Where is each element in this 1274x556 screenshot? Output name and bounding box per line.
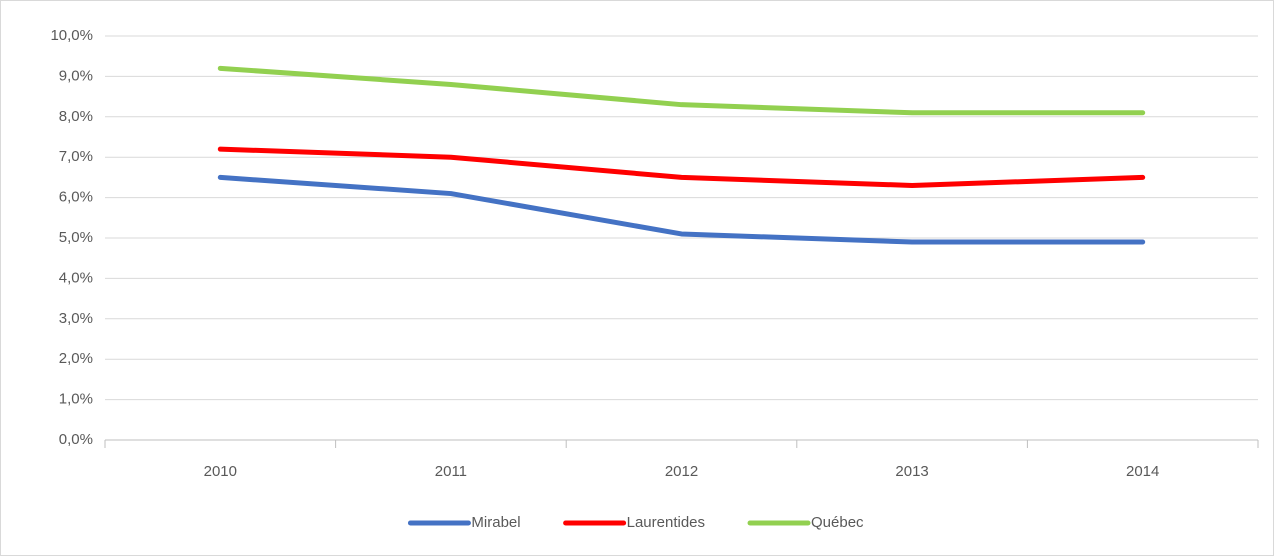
x-tick-label: 2011 bbox=[435, 463, 467, 480]
series-line bbox=[217, 65, 1146, 116]
series-line bbox=[217, 146, 1146, 188]
x-tick-label: 2012 bbox=[665, 463, 698, 480]
y-tick-label: 9,0% bbox=[59, 67, 93, 84]
y-tick-label: 2,0% bbox=[59, 350, 93, 367]
y-tick-label: 0,0% bbox=[59, 431, 93, 448]
y-tick-label: 10,0% bbox=[50, 27, 93, 44]
y-tick-label: 4,0% bbox=[59, 269, 93, 286]
y-tick-label: 1,0% bbox=[59, 391, 93, 408]
legend-label: Québec bbox=[811, 514, 864, 531]
x-tick-label: 2013 bbox=[895, 463, 928, 480]
y-tick-label: 8,0% bbox=[59, 108, 93, 125]
x-tick-label: 2010 bbox=[204, 463, 237, 480]
series-line bbox=[217, 174, 1146, 245]
y-tick-label: 7,0% bbox=[59, 148, 93, 165]
legend-label: Laurentides bbox=[627, 514, 705, 531]
y-tick-label: 6,0% bbox=[59, 189, 93, 206]
y-tick-label: 5,0% bbox=[59, 229, 93, 246]
x-tick-label: 2014 bbox=[1126, 463, 1159, 480]
y-tick-label: 3,0% bbox=[59, 310, 93, 327]
legend-label: Mirabel bbox=[471, 514, 520, 531]
